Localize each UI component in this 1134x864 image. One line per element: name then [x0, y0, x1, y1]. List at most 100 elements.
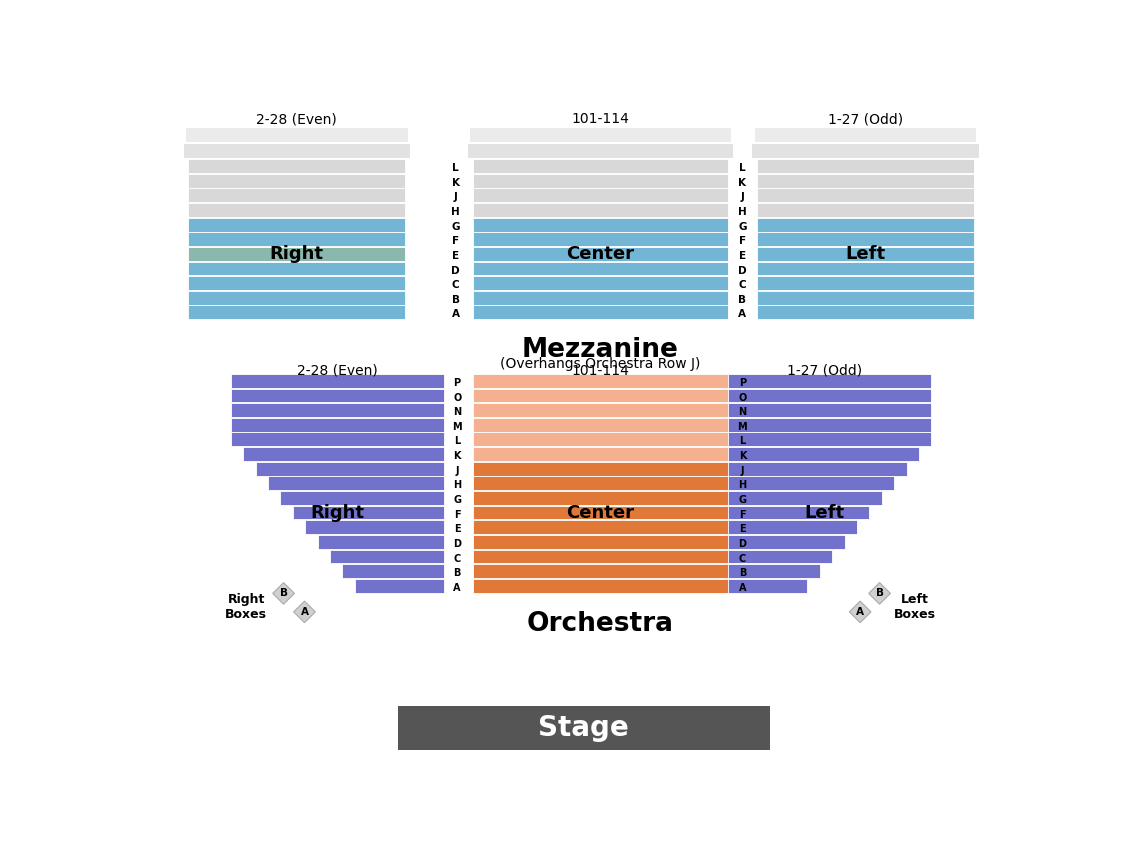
Bar — [758, 247, 974, 261]
Bar — [718, 403, 931, 417]
Text: B: B — [280, 588, 288, 599]
Text: 1-27 (Odd): 1-27 (Odd) — [787, 364, 863, 378]
Text: Center: Center — [567, 245, 635, 263]
Text: H: H — [738, 207, 747, 217]
Text: F: F — [452, 236, 459, 246]
Bar — [473, 418, 728, 432]
Bar — [758, 218, 974, 232]
Text: 101-114: 101-114 — [572, 112, 629, 126]
Bar — [758, 232, 974, 246]
Text: Mezzanine: Mezzanine — [522, 337, 679, 363]
Text: D: D — [738, 539, 746, 549]
Bar — [473, 291, 728, 305]
Text: Center: Center — [567, 504, 635, 522]
Bar — [188, 291, 405, 305]
Text: K: K — [451, 178, 459, 187]
Bar — [342, 564, 445, 578]
Polygon shape — [869, 582, 890, 604]
Bar — [473, 447, 728, 461]
Bar — [718, 505, 870, 519]
Bar — [473, 520, 728, 534]
Text: Orchestra: Orchestra — [527, 611, 674, 637]
Text: E: E — [452, 251, 459, 261]
Text: D: D — [451, 265, 460, 276]
Bar — [355, 579, 445, 593]
Polygon shape — [272, 582, 295, 604]
Bar — [471, 129, 730, 143]
Bar — [718, 447, 919, 461]
Text: Left: Left — [805, 504, 845, 522]
Bar — [473, 203, 728, 217]
Bar — [473, 403, 728, 417]
Bar — [188, 174, 405, 187]
Text: A: A — [856, 607, 864, 617]
Bar — [473, 505, 728, 519]
Bar — [473, 535, 728, 549]
Text: Left: Left — [846, 245, 886, 263]
Text: G: G — [738, 222, 746, 232]
Bar — [758, 305, 974, 320]
Bar — [758, 203, 974, 217]
Bar — [188, 276, 405, 290]
Text: H: H — [454, 480, 462, 491]
Polygon shape — [294, 601, 315, 623]
Bar — [473, 374, 728, 388]
Bar — [280, 491, 445, 505]
Text: L: L — [454, 436, 460, 447]
Bar — [718, 461, 907, 475]
Bar — [188, 262, 405, 276]
Text: D: D — [454, 539, 462, 549]
Text: B: B — [454, 569, 460, 578]
Bar — [268, 476, 445, 490]
Bar — [758, 174, 974, 187]
Bar — [758, 291, 974, 305]
Bar — [718, 476, 895, 490]
Text: Left
Boxes: Left Boxes — [895, 594, 937, 621]
Text: P: P — [739, 378, 746, 388]
Bar — [718, 535, 845, 549]
Text: P: P — [454, 378, 460, 388]
Bar — [188, 305, 405, 320]
Bar — [473, 461, 728, 475]
Text: (Overhangs Orchestra Row J): (Overhangs Orchestra Row J) — [500, 357, 701, 371]
Text: N: N — [454, 407, 462, 417]
Bar — [473, 247, 728, 261]
Bar — [244, 447, 445, 461]
Bar — [473, 491, 728, 505]
Bar — [753, 143, 979, 157]
Bar — [473, 305, 728, 320]
Bar — [718, 389, 931, 403]
Bar — [188, 232, 405, 246]
Bar — [758, 159, 974, 173]
Text: L: L — [739, 163, 746, 173]
Bar — [473, 276, 728, 290]
Bar — [184, 143, 409, 157]
Bar — [188, 247, 405, 261]
Bar — [755, 129, 976, 143]
Bar — [718, 418, 931, 432]
Bar — [293, 505, 445, 519]
Bar — [473, 262, 728, 276]
Text: A: A — [454, 583, 460, 593]
Text: G: G — [454, 495, 462, 505]
Bar — [188, 218, 405, 232]
Bar — [305, 520, 445, 534]
Bar — [473, 174, 728, 187]
Text: L: L — [739, 436, 745, 447]
Bar — [231, 418, 445, 432]
Bar — [718, 374, 931, 388]
Text: A: A — [738, 309, 746, 320]
Text: M: M — [737, 422, 747, 432]
Text: E: E — [739, 524, 746, 534]
Bar — [186, 129, 407, 143]
Text: D: D — [738, 265, 746, 276]
Bar — [718, 491, 882, 505]
Text: F: F — [739, 510, 746, 519]
Bar — [473, 564, 728, 578]
Bar — [468, 143, 733, 157]
Text: K: K — [738, 178, 746, 187]
Text: M: M — [452, 422, 462, 432]
Bar — [231, 403, 445, 417]
Text: Right
Boxes: Right Boxes — [226, 594, 268, 621]
Text: 1-27 (Odd): 1-27 (Odd) — [828, 112, 903, 126]
